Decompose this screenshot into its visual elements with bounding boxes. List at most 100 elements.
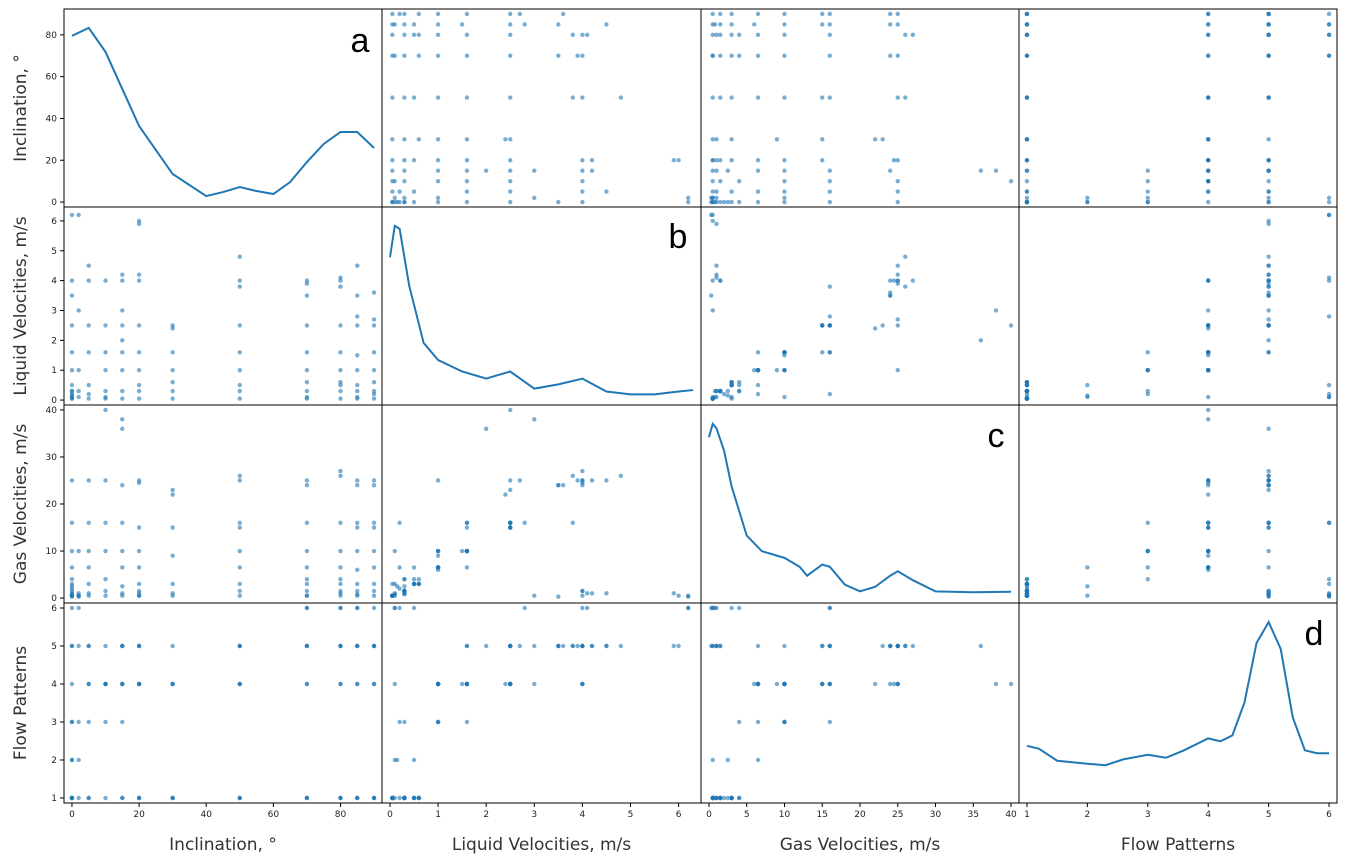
point-flow-pattern-vs-liquid-velocity-50 bbox=[671, 643, 676, 649]
point-gas-velocity-vs-inclination-63 bbox=[237, 548, 242, 554]
panel-frame-gas-velocity-vs-inclination bbox=[63, 404, 383, 604]
point-liquid-velocity-vs-inclination-103 bbox=[371, 323, 377, 328]
point-inclination-vs-gas-velocity-48 bbox=[891, 158, 897, 163]
y-tick-inclination-60: 60 bbox=[46, 73, 58, 83]
point-flow-pattern-vs-inclination-97 bbox=[355, 605, 360, 611]
point-liquid-velocity-vs-inclination-79 bbox=[338, 388, 343, 394]
point-inclination-vs-liquid-velocity-39 bbox=[464, 168, 470, 173]
x-tick-inclination-60: 60 bbox=[268, 810, 280, 820]
y-axis-label-flow-pattern: Flow Patterns bbox=[11, 646, 31, 760]
point-gas-velocity-vs-inclination-73 bbox=[304, 520, 310, 526]
point-flow-pattern-vs-inclination-6 bbox=[69, 719, 75, 725]
point-gas-velocity-vs-liquid-velocity-30 bbox=[580, 588, 585, 594]
point-liquid-velocity-vs-inclination-77 bbox=[304, 394, 310, 400]
point-inclination-vs-gas-velocity-64 bbox=[820, 95, 825, 100]
point-liquid-velocity-vs-inclination-9 bbox=[69, 278, 75, 283]
point-flow-pattern-vs-gas-velocity-57 bbox=[872, 681, 878, 687]
point-gas-velocity-vs-inclination-21 bbox=[86, 520, 91, 526]
point-gas-velocity-vs-liquid-velocity-40 bbox=[589, 591, 595, 596]
point-gas-velocity-vs-inclination-60 bbox=[237, 588, 242, 594]
point-liquid-velocity-vs-gas-velocity-37 bbox=[888, 278, 893, 283]
point-inclination-vs-gas-velocity-84 bbox=[903, 32, 908, 38]
point-liquid-velocity-vs-inclination-60 bbox=[237, 388, 242, 394]
point-liquid-velocity-vs-inclination-19 bbox=[86, 396, 91, 401]
point-liquid-velocity-vs-inclination-66 bbox=[237, 278, 242, 283]
point-liquid-velocity-vs-flow-pattern-102 bbox=[1206, 350, 1211, 355]
x-tick-gas-velocity-25: 25 bbox=[892, 810, 903, 820]
point-liquid-velocity-vs-flow-pattern-41 bbox=[1266, 338, 1271, 343]
point-gas-velocity-vs-liquid-velocity-106 bbox=[397, 520, 402, 526]
point-flow-pattern-vs-gas-velocity-13 bbox=[725, 757, 731, 763]
point-flow-pattern-vs-inclination-95 bbox=[355, 643, 360, 649]
point-liquid-velocity-vs-inclination-105 bbox=[371, 317, 377, 322]
point-gas-velocity-vs-liquid-velocity-4 bbox=[411, 565, 417, 570]
point-gas-velocity-vs-inclination-80 bbox=[338, 581, 343, 587]
point-flow-pattern-vs-gas-velocity-105 bbox=[895, 643, 900, 649]
point-liquid-velocity-vs-inclination-51 bbox=[136, 272, 142, 277]
point-inclination-vs-gas-velocity-95 bbox=[895, 22, 900, 27]
point-liquid-velocity-vs-inclination-20 bbox=[86, 382, 91, 388]
point-gas-velocity-vs-inclination-101 bbox=[371, 565, 377, 570]
point-inclination-vs-flow-pattern-61 bbox=[1024, 95, 1030, 100]
point-gas-velocity-vs-flow-pattern-104 bbox=[1266, 482, 1271, 488]
x-tick-flow-pattern-1: 1 bbox=[1024, 810, 1030, 820]
point-gas-velocity-vs-inclination-39 bbox=[120, 565, 125, 570]
point-flow-pattern-vs-inclination-34 bbox=[120, 795, 125, 801]
point-flow-pattern-vs-gas-velocity-34 bbox=[725, 795, 731, 801]
x-tick-gas-velocity-20: 20 bbox=[854, 810, 866, 820]
point-gas-velocity-vs-inclination-44 bbox=[136, 581, 142, 587]
point-inclination-vs-gas-velocity-55 bbox=[774, 137, 780, 142]
point-flow-pattern-vs-inclination-27 bbox=[103, 719, 108, 725]
y-tick-gas-velocity-30: 30 bbox=[46, 453, 58, 463]
point-gas-velocity-vs-inclination-24 bbox=[86, 548, 91, 554]
point-inclination-vs-flow-pattern-48 bbox=[1206, 158, 1211, 163]
point-gas-velocity-vs-flow-pattern-77 bbox=[1326, 581, 1332, 587]
point-flow-pattern-vs-liquid-velocity-100 bbox=[416, 795, 422, 801]
point-gas-velocity-vs-flow-pattern-48 bbox=[1206, 480, 1211, 486]
point-gas-velocity-vs-flow-pattern-38 bbox=[1206, 417, 1211, 422]
point-inclination-vs-liquid-velocity-42 bbox=[390, 158, 395, 163]
point-liquid-velocity-vs-inclination-95 bbox=[355, 263, 360, 268]
panel-frame-gas-velocity-vs-gas-velocity bbox=[700, 404, 1020, 604]
point-gas-velocity-vs-flow-pattern-70 bbox=[1024, 577, 1030, 582]
point-gas-velocity-vs-inclination-28 bbox=[103, 478, 108, 483]
point-inclination-vs-liquid-velocity-51 bbox=[589, 158, 595, 163]
point-flow-pattern-vs-inclination-44 bbox=[136, 795, 142, 801]
point-inclination-vs-liquid-velocity-69 bbox=[402, 53, 407, 58]
point-gas-velocity-vs-inclination-26 bbox=[103, 593, 108, 598]
point-inclination-vs-gas-velocity-103 bbox=[820, 11, 825, 17]
point-inclination-vs-gas-velocity-46 bbox=[782, 158, 787, 163]
point-gas-velocity-vs-inclination-46 bbox=[136, 548, 142, 554]
point-flow-pattern-vs-liquid-velocity-38 bbox=[532, 681, 537, 687]
panel-frame-inclination-vs-flow-pattern bbox=[1018, 8, 1338, 208]
point-flow-pattern-vs-gas-velocity-103 bbox=[820, 643, 825, 649]
point-liquid-velocity-vs-inclination-83 bbox=[338, 323, 343, 328]
point-inclination-vs-gas-velocity-11 bbox=[729, 199, 734, 205]
point-liquid-velocity-vs-inclination-69 bbox=[304, 388, 310, 394]
point-liquid-velocity-vs-inclination-39 bbox=[120, 350, 125, 355]
y-tick-gas-velocity-0: 0 bbox=[51, 594, 57, 604]
point-inclination-vs-gas-velocity-33 bbox=[710, 168, 715, 173]
point-liquid-velocity-vs-inclination-106 bbox=[371, 391, 377, 397]
point-flow-pattern-vs-inclination-102 bbox=[371, 681, 377, 687]
point-liquid-velocity-vs-gas-velocity-76 bbox=[710, 278, 715, 283]
y-tick-liquid-velocity-4: 4 bbox=[51, 277, 57, 287]
point-liquid-velocity-vs-inclination-74 bbox=[304, 293, 310, 298]
point-inclination-vs-liquid-velocity-24 bbox=[464, 189, 470, 194]
point-inclination-vs-liquid-velocity-85 bbox=[580, 32, 585, 38]
point-gas-velocity-vs-inclination-9 bbox=[69, 588, 75, 594]
point-flow-pattern-vs-inclination-58 bbox=[170, 643, 175, 649]
point-gas-velocity-vs-liquid-velocity-51 bbox=[589, 478, 595, 483]
point-flow-pattern-vs-gas-velocity-28 bbox=[895, 681, 900, 687]
point-flow-pattern-vs-inclination-82 bbox=[338, 681, 343, 687]
point-gas-velocity-vs-liquid-velocity-8 bbox=[556, 594, 561, 599]
point-gas-velocity-vs-flow-pattern-84 bbox=[1266, 473, 1271, 478]
point-flow-pattern-vs-gas-velocity-84 bbox=[903, 643, 908, 649]
point-inclination-vs-flow-pattern-22 bbox=[1206, 189, 1211, 194]
y-tick-gas-velocity-10: 10 bbox=[46, 547, 58, 557]
point-gas-velocity-vs-flow-pattern-105 bbox=[1266, 478, 1271, 483]
point-liquid-velocity-vs-flow-pattern-31 bbox=[1206, 394, 1211, 400]
point-flow-pattern-vs-liquid-velocity-16 bbox=[686, 605, 691, 611]
point-inclination-vs-liquid-velocity-71 bbox=[435, 53, 441, 58]
point-gas-velocity-vs-inclination-76 bbox=[304, 593, 310, 598]
